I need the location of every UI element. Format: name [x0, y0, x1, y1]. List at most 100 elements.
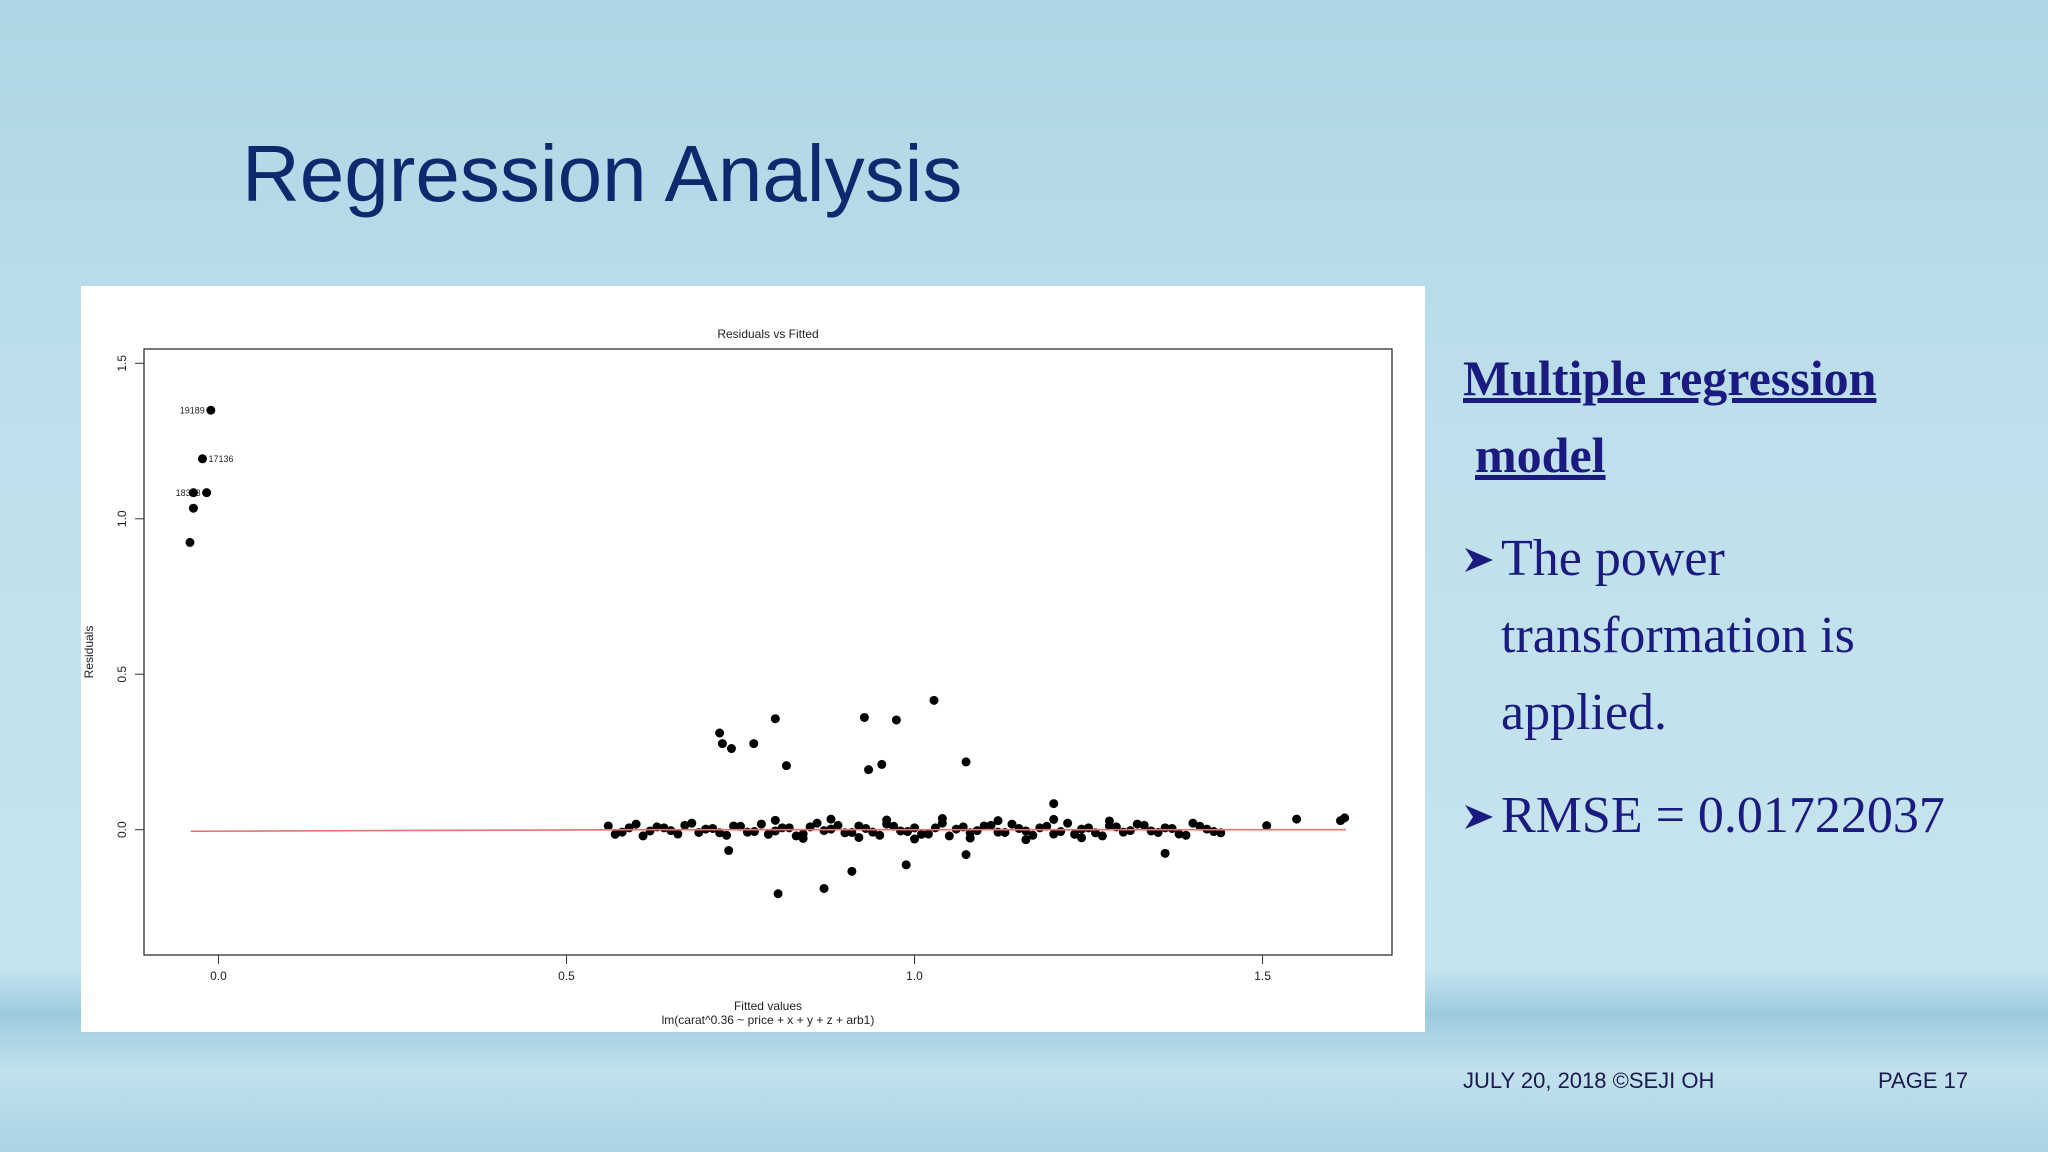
point [645, 826, 655, 836]
bullet-text: The power transformation is applied. [1501, 530, 1855, 741]
y-axis-label: Residuals [82, 626, 96, 679]
x-tick-label: 1.5 [1254, 969, 1271, 983]
point [197, 454, 207, 464]
chart-title: Residuals vs Fitted [717, 327, 818, 341]
point [1335, 816, 1345, 826]
footer-page: PAGE 17 [1878, 1068, 1969, 1093]
point [889, 821, 899, 831]
point [770, 826, 780, 836]
point [1070, 829, 1080, 839]
slide-title: Regression Analysis [242, 129, 963, 218]
point [610, 829, 620, 839]
point [1021, 826, 1031, 836]
point [729, 821, 739, 831]
point [1007, 819, 1017, 829]
point [1014, 823, 1024, 833]
point [1209, 827, 1219, 837]
x-tick-label: 1.0 [906, 969, 923, 983]
point [1077, 833, 1087, 843]
point [903, 827, 913, 837]
point [1125, 826, 1135, 836]
point [206, 405, 216, 415]
point [1167, 823, 1177, 833]
point [929, 695, 939, 705]
point [847, 866, 857, 876]
point [185, 537, 195, 547]
point [756, 819, 766, 829]
point [1104, 816, 1114, 826]
point [864, 765, 874, 775]
point [901, 860, 911, 870]
point [993, 816, 1003, 826]
point [961, 757, 971, 767]
point [937, 814, 947, 824]
point [896, 826, 906, 836]
point [1021, 835, 1031, 845]
point [715, 728, 725, 738]
point [1056, 827, 1066, 837]
side-text: Multiple regression model The power tran… [1463, 340, 1983, 880]
x-axis-label: Fitted values [734, 999, 802, 1013]
point [680, 820, 690, 830]
point [1160, 848, 1170, 858]
point [715, 828, 725, 838]
point [979, 821, 989, 831]
point [854, 832, 864, 842]
chart: Residuals vs Fitted Fitted values lm(car… [81, 286, 1425, 1032]
point [631, 819, 641, 829]
point [1028, 830, 1038, 840]
point [603, 821, 613, 831]
point [875, 830, 885, 840]
x-tick-label: 0.5 [558, 969, 575, 983]
footer-date: JULY 20, 2018 ©SEJI OH [1463, 1068, 1715, 1093]
point [1146, 826, 1156, 836]
smooth-line [190, 828, 1347, 833]
point [781, 761, 791, 771]
y-tick-label: 0.0 [115, 821, 129, 838]
point [673, 829, 683, 839]
bullet-arrow [1465, 548, 1493, 572]
point [1049, 814, 1059, 824]
point [770, 714, 780, 724]
point [944, 831, 954, 841]
point [1097, 831, 1107, 841]
point [854, 821, 864, 831]
point [188, 488, 198, 498]
point [961, 850, 971, 860]
point [972, 826, 982, 836]
y-tick-label: 1.5 [115, 355, 129, 372]
point [859, 712, 869, 722]
point [770, 815, 780, 825]
x-tick-label: 0.0 [210, 969, 227, 983]
point [708, 823, 718, 833]
x-axis-sublabel: lm(carat^0.36 ~ price + x + y + z + arb1… [662, 1013, 875, 1027]
point [812, 818, 822, 828]
point [749, 739, 759, 749]
point [722, 830, 732, 840]
point [910, 834, 920, 844]
point-label: 19189 [180, 406, 205, 416]
point [986, 820, 996, 830]
point [777, 823, 787, 833]
point [1063, 818, 1073, 828]
point [882, 815, 892, 825]
plot-frame [143, 348, 1393, 956]
point [1090, 828, 1100, 838]
point [1084, 823, 1094, 833]
point [666, 826, 676, 836]
point [749, 827, 759, 837]
point [965, 833, 975, 843]
bullet-arrow [1465, 805, 1493, 829]
chart-background [81, 286, 1425, 1032]
point [1042, 821, 1052, 831]
point [736, 821, 746, 831]
point [930, 823, 940, 833]
point [1174, 829, 1184, 839]
point [819, 883, 829, 893]
point [819, 826, 829, 836]
point [763, 829, 773, 839]
point [1188, 818, 1198, 828]
point-label: 17136 [208, 454, 233, 464]
point [1216, 828, 1226, 838]
point [1195, 821, 1205, 831]
